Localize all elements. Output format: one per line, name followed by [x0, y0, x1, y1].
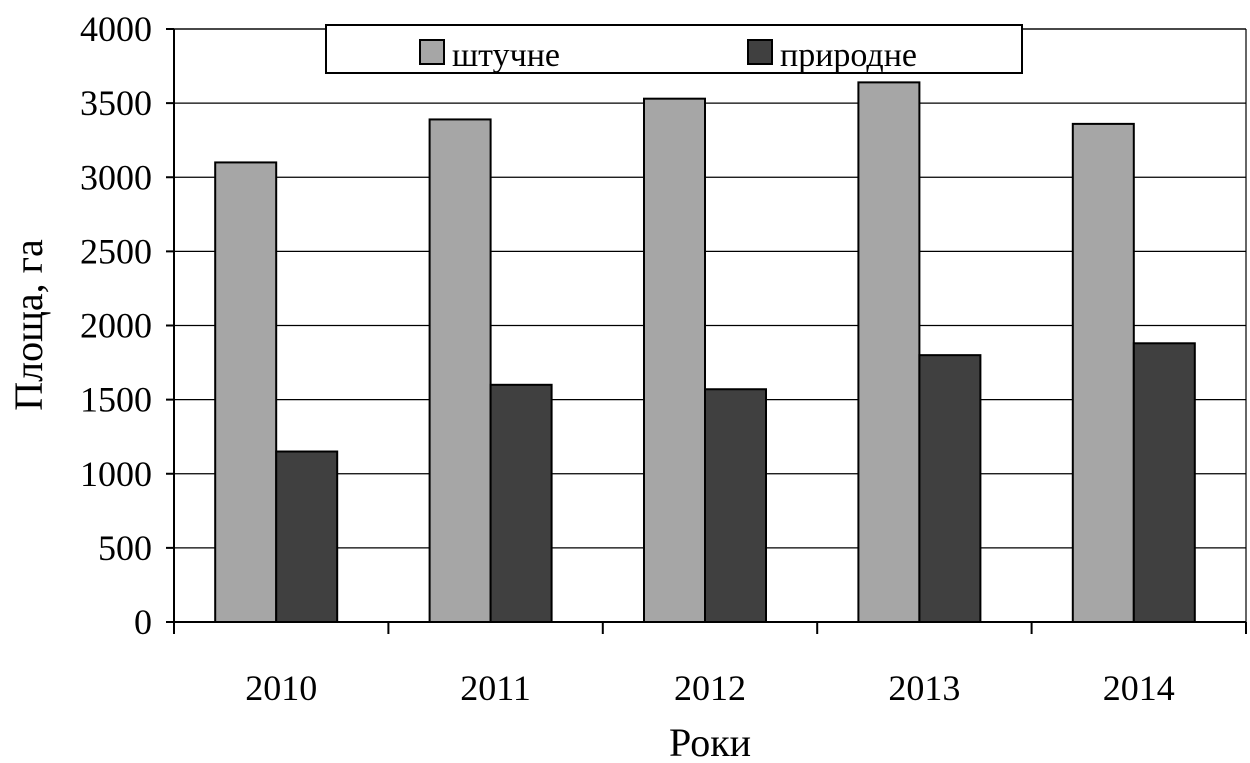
legend-label-природне: природне — [780, 37, 917, 74]
legend-label-штучне: штучне — [452, 37, 560, 74]
x-tick-label-2011: 2011 — [460, 668, 531, 708]
bar-природне-2014 — [1132, 342, 1196, 623]
bar-природне-2013 — [918, 354, 982, 623]
y-tick-label-0: 0 — [134, 602, 152, 642]
legend: штучне природне — [325, 24, 1023, 74]
x-axis-title: Роки — [669, 720, 751, 763]
bar-природне-2012 — [704, 388, 767, 623]
y-tick-label-4000: 4000 — [80, 9, 152, 49]
bar-штучне-2010 — [214, 161, 278, 624]
bar-штучне-2014 — [1071, 122, 1135, 623]
y-tick-label-1000: 1000 — [80, 454, 152, 494]
bar-штучне-2012 — [643, 97, 706, 624]
y-tick-label-2000: 2000 — [80, 306, 152, 346]
bar-природне-2010 — [275, 450, 339, 624]
bars — [214, 81, 1196, 624]
y-tick-labels: 0 500 1000 1500 2000 2500 3000 3500 4000 — [80, 9, 152, 642]
x-tick-label-2012: 2012 — [674, 668, 746, 708]
x-tick-label-2014: 2014 — [1103, 668, 1175, 708]
y-axis-title: Площа, га — [6, 239, 51, 411]
legend-swatch-природне — [747, 39, 773, 65]
legend-swatch-штучне — [419, 39, 445, 65]
x-tick-label-2010: 2010 — [245, 668, 317, 708]
bar-штучне-2013 — [857, 81, 921, 624]
x-tick-label-2013: 2013 — [888, 668, 960, 708]
x-tick-labels: 2010 2011 2012 2013 2014 — [245, 668, 1175, 708]
y-tick-label-2500: 2500 — [80, 231, 152, 271]
y-tick-label-3000: 3000 — [80, 157, 152, 197]
y-tick-label-500: 500 — [98, 528, 152, 568]
y-tick-label-1500: 1500 — [80, 380, 152, 420]
bar-природне-2011 — [489, 383, 553, 623]
y-tick-label-3500: 3500 — [80, 83, 152, 123]
bar-штучне-2011 — [428, 118, 492, 624]
